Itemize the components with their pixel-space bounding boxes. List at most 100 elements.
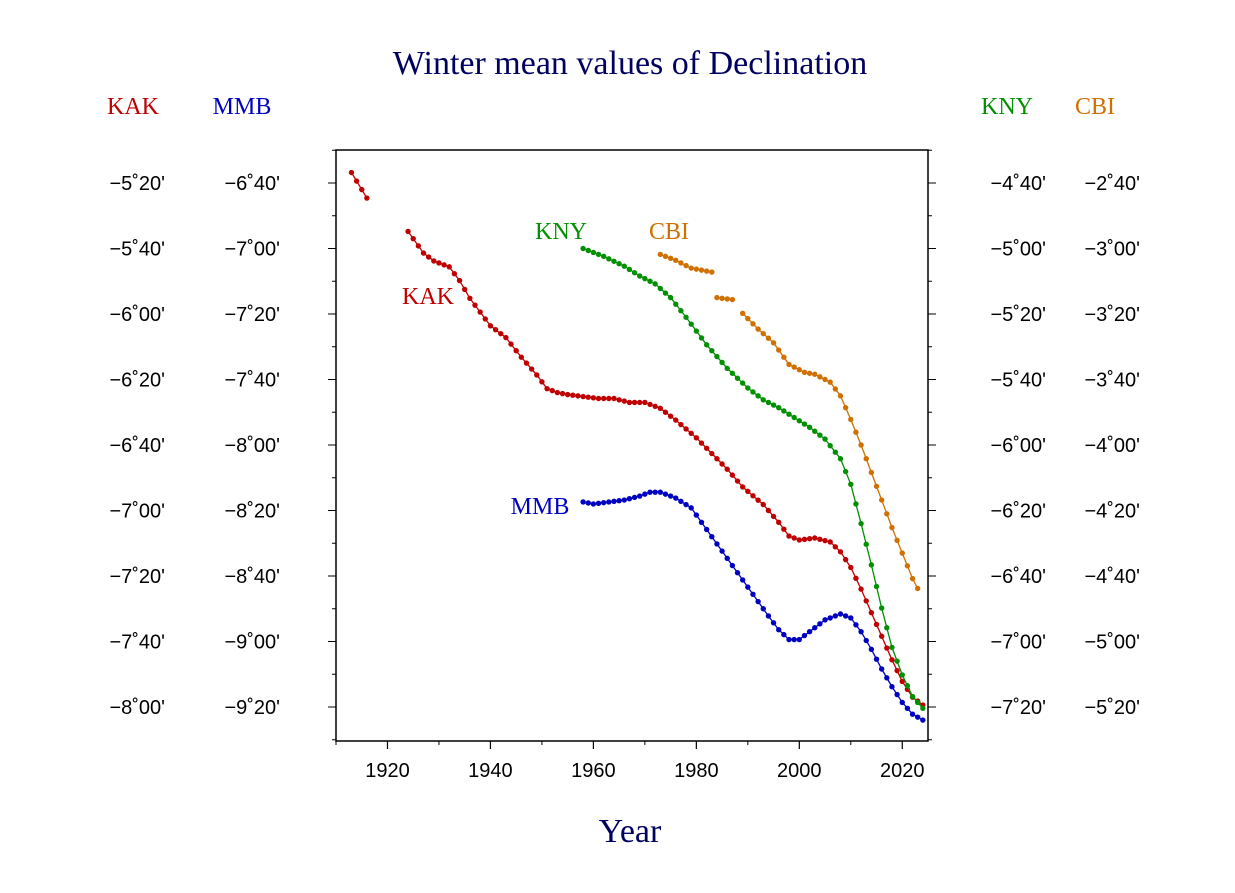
data-point-kak — [564, 391, 571, 398]
data-point-kny — [606, 256, 612, 262]
data-point-kak — [554, 389, 561, 396]
data-point-kak — [353, 178, 360, 184]
data-point-kny — [719, 359, 725, 366]
data-point-mmb — [667, 493, 674, 499]
y-tick-label-cbi: −5˚00' — [1084, 632, 1140, 654]
data-point-mmb — [878, 666, 885, 672]
y-tick-label-kny: −5˚00' — [990, 239, 1046, 261]
y-tick-label-cbi: −4˚20' — [1084, 501, 1140, 523]
data-point-mmb — [755, 598, 761, 605]
data-point-mmb — [637, 493, 643, 499]
data-point-cbi — [878, 497, 885, 503]
data-point-mmb — [750, 591, 756, 598]
data-point-kak — [436, 260, 442, 266]
data-point-cbi — [673, 257, 679, 263]
data-point-kny — [662, 290, 669, 296]
data-point-kak — [889, 657, 895, 663]
data-point-kny — [600, 253, 607, 260]
data-point-cbi — [801, 369, 808, 375]
data-point-mmb — [765, 613, 772, 619]
data-point-kny — [842, 468, 849, 475]
data-point-kak — [776, 519, 782, 525]
y-tick-label-kak: −8˚00' — [109, 697, 165, 719]
series-annotation-kny: KNY — [535, 219, 587, 245]
series-line-mmb — [582, 491, 924, 721]
y-tick-label-cbi: −3˚20' — [1084, 304, 1140, 326]
data-point-mmb — [837, 611, 844, 617]
x-tick-label: 1960 — [571, 760, 616, 782]
data-point-cbi — [873, 483, 880, 489]
data-point-kak — [570, 392, 576, 398]
data-point-kak — [755, 497, 761, 503]
y-tick-label-kak: −7˚00' — [109, 501, 165, 523]
data-point-kak — [498, 330, 504, 337]
x-axis-label: Year — [599, 813, 662, 850]
data-point-cbi — [827, 379, 833, 385]
data-point-kak — [673, 417, 679, 423]
data-point-kny — [595, 251, 602, 258]
data-point-kak — [461, 286, 468, 293]
data-point-kak — [590, 395, 597, 401]
data-point-mmb — [600, 499, 607, 506]
data-point-kny — [884, 625, 890, 631]
y-tick-label-kny: −5˚20' — [990, 304, 1046, 326]
data-point-kak — [878, 633, 885, 639]
data-point-cbi — [848, 416, 854, 423]
data-point-cbi — [832, 386, 839, 392]
data-point-cbi — [806, 370, 813, 376]
data-point-kny — [786, 411, 792, 417]
data-point-mmb — [848, 615, 854, 621]
data-point-mmb — [863, 637, 869, 644]
data-point-kny — [585, 247, 591, 254]
data-point-mmb — [729, 562, 736, 569]
data-point-kak — [359, 186, 365, 193]
data-point-mmb — [806, 628, 813, 635]
data-point-cbi — [817, 374, 823, 380]
x-tick-label: 2000 — [777, 760, 822, 782]
series-annotation-mmb: MMB — [511, 494, 570, 520]
data-point-kny — [755, 393, 761, 399]
data-point-kak — [760, 501, 766, 508]
data-point-cbi — [678, 260, 684, 266]
data-point-kny — [837, 456, 844, 462]
data-point-mmb — [626, 496, 633, 502]
data-point-mmb — [698, 519, 705, 525]
data-point-kak — [750, 493, 756, 499]
data-point-kak — [348, 169, 355, 176]
data-point-kny — [739, 380, 746, 386]
y-axis-header-kak: KAK — [107, 94, 160, 120]
data-point-mmb — [606, 499, 612, 505]
data-point-kny — [796, 418, 803, 424]
data-point-kak — [425, 254, 432, 260]
data-point-kak — [739, 484, 746, 490]
data-point-kak — [642, 399, 648, 406]
data-point-kak — [822, 537, 828, 544]
data-point-cbi — [899, 550, 905, 556]
data-point-cbi — [719, 295, 725, 301]
data-point-kak — [801, 536, 808, 543]
y-tick-label-cbi: −5˚20' — [1084, 697, 1140, 719]
data-point-kny — [817, 432, 823, 438]
data-point-kny — [894, 658, 900, 664]
y-tick-label-cbi: −4˚00' — [1084, 435, 1140, 457]
data-point-kny — [863, 541, 869, 547]
data-point-kak — [549, 387, 555, 394]
data-point-mmb — [739, 577, 746, 583]
data-point-cbi — [909, 575, 916, 582]
data-point-kny — [626, 266, 633, 273]
data-point-kak — [709, 450, 715, 457]
data-point-kak — [703, 445, 710, 451]
data-point-kak — [848, 564, 854, 571]
data-point-kny — [770, 402, 777, 408]
x-tick-label: 2020 — [880, 760, 925, 782]
data-point-kak — [575, 393, 581, 399]
data-point-kak — [899, 678, 905, 685]
data-point-kak — [719, 461, 725, 467]
data-point-cbi — [662, 253, 669, 260]
data-point-cbi — [786, 361, 792, 368]
data-point-mmb — [673, 495, 679, 501]
y-tick-label-cbi: −3˚00' — [1084, 239, 1140, 261]
data-point-kak — [884, 645, 890, 651]
data-point-cbi — [667, 255, 674, 262]
data-point-kny — [853, 501, 859, 507]
